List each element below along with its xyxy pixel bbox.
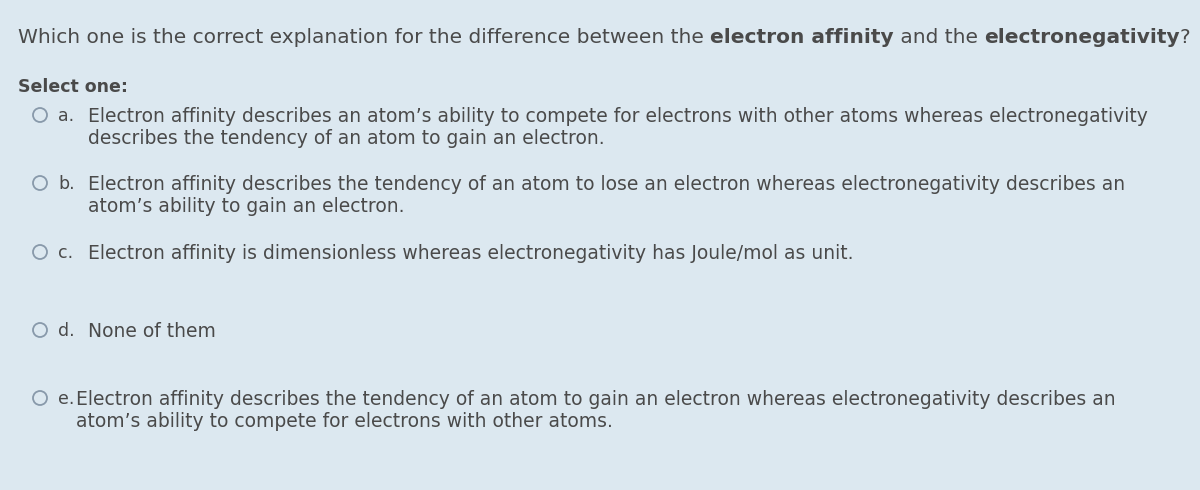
Text: ?: ? [1180,28,1190,47]
Text: b.: b. [58,175,74,193]
Text: e.: e. [58,390,74,408]
Text: Select one:: Select one: [18,78,128,96]
Text: atom’s ability to compete for electrons with other atoms.: atom’s ability to compete for electrons … [76,412,613,431]
Text: c.: c. [58,244,73,262]
Text: electron affinity: electron affinity [710,28,894,47]
Text: atom’s ability to gain an electron.: atom’s ability to gain an electron. [88,197,404,216]
Text: a.: a. [58,107,74,125]
Text: None of them: None of them [88,322,216,341]
Text: Electron affinity describes an atom’s ability to compete for electrons with othe: Electron affinity describes an atom’s ab… [88,107,1148,126]
Text: describes the tendency of an atom to gain an electron.: describes the tendency of an atom to gai… [88,129,605,148]
Text: and the: and the [894,28,984,47]
Text: Which one is the correct explanation for the difference between the: Which one is the correct explanation for… [18,28,710,47]
Text: Electron affinity is dimensionless whereas electronegativity has Joule/mol as un: Electron affinity is dimensionless where… [88,244,853,263]
Text: Electron affinity describes the tendency of an atom to gain an electron whereas : Electron affinity describes the tendency… [76,390,1116,409]
Text: electronegativity: electronegativity [984,28,1180,47]
Text: d.: d. [58,322,74,340]
Text: Electron affinity describes the tendency of an atom to lose an electron whereas : Electron affinity describes the tendency… [88,175,1126,194]
